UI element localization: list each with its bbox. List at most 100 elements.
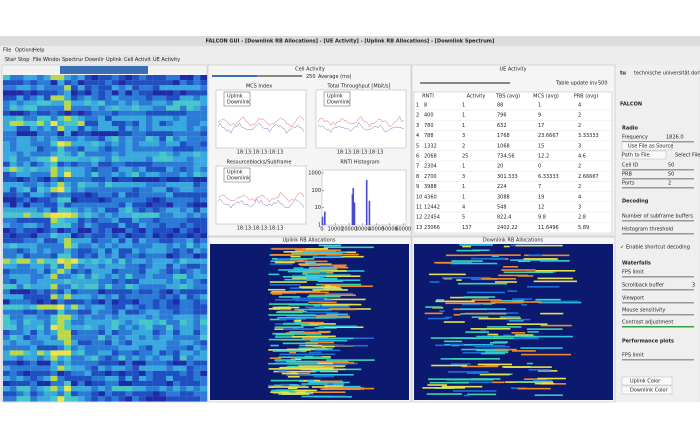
x-tick-label: 20000 — [341, 227, 357, 233]
row-number: 9 — [416, 184, 419, 190]
table-cell: 23066 — [424, 225, 440, 231]
toolbar-button[interactable] — [60, 55, 82, 63]
table-cell: 2 — [578, 123, 581, 129]
setting-label: Cell ID — [622, 163, 638, 169]
plot-title: Resourceblocks/Subframe — [227, 160, 292, 166]
value: 3 — [692, 283, 695, 289]
toolbar-button[interactable] — [31, 55, 59, 63]
slider[interactable] — [622, 169, 694, 171]
input[interactable] — [621, 150, 667, 160]
button[interactable] — [621, 376, 673, 386]
section-title: Radio — [622, 126, 639, 132]
table-cell: 4360 — [424, 194, 437, 200]
toolbar-button[interactable] — [3, 55, 15, 63]
slider[interactable] — [622, 314, 694, 316]
button: Use File as Source — [628, 144, 673, 150]
toolbar-label: File Windows — [33, 57, 66, 63]
table-cell: 796 — [497, 113, 507, 119]
table-cell: 224 — [497, 184, 507, 190]
column-header: MCS (avg) — [533, 94, 559, 100]
menu-item: Options — [15, 48, 35, 54]
slider[interactable] — [622, 141, 694, 143]
panel-title: Downlink RB Allocations — [483, 238, 544, 244]
table-cell: 1 — [462, 184, 465, 190]
table-cell: 2 — [578, 113, 581, 119]
waterfall — [268, 244, 375, 398]
x-tick-label: 10000 — [328, 227, 344, 233]
slider[interactable] — [622, 359, 694, 361]
legend-box — [323, 91, 351, 107]
y-tick-label: 1 — [318, 223, 321, 229]
plot-area — [321, 169, 407, 226]
table-cell: 3.33333 — [578, 133, 599, 139]
spectrum-heatmap — [3, 75, 208, 402]
toolbar-button[interactable] — [122, 55, 150, 63]
legend-entry: Uplink — [227, 94, 243, 100]
slider-track[interactable] — [420, 82, 510, 84]
table-cell: 23.6667 — [538, 133, 559, 139]
toolbar-button[interactable] — [151, 55, 175, 63]
slider[interactable] — [622, 276, 694, 278]
setting-label: Scrollback buffer — [622, 283, 665, 289]
setting-label: PRB — [622, 172, 632, 178]
slider[interactable] — [622, 233, 694, 235]
button: Uplink Color — [630, 379, 661, 385]
column-header: RNTI — [422, 94, 434, 100]
table-cell: 822.4 — [497, 215, 511, 221]
setting-label: Viewport — [622, 296, 644, 302]
title-bar — [0, 36, 700, 46]
row-number: 8 — [416, 174, 419, 180]
table-cell: 6.33333 — [538, 174, 559, 180]
row-number: 5 — [416, 143, 419, 149]
legend-entry: Downlink — [327, 100, 350, 106]
button[interactable] — [621, 141, 673, 151]
slider[interactable] — [622, 187, 694, 189]
average-value: 250 — [306, 74, 316, 80]
button[interactable] — [621, 385, 673, 395]
plot-title: Total Throughput [Mbit/s] — [327, 84, 391, 90]
table-cell: 15 — [538, 143, 544, 149]
toolbar-label: Stop — [18, 57, 29, 63]
setting-label: Histogram threshold — [622, 227, 673, 233]
table-cell: 1 — [462, 194, 465, 200]
table-cell: 3988 — [424, 184, 437, 190]
slider[interactable] — [622, 220, 694, 222]
logo: tu — [620, 71, 626, 77]
toolbar-button[interactable] — [16, 55, 30, 63]
table-cell: 1 — [462, 164, 465, 170]
update-value: 500 — [598, 81, 608, 87]
table-cell: 17 — [538, 123, 544, 129]
table-cell: 5 — [462, 215, 465, 221]
slider[interactable] — [622, 289, 694, 291]
column-header: Activity — [467, 94, 486, 100]
average-label: Average (ms) — [318, 74, 352, 80]
trace — [217, 191, 305, 203]
panel-title: UE Activity — [499, 67, 526, 73]
menu-item: Help — [33, 48, 44, 54]
row-number: 3 — [416, 123, 419, 129]
slider[interactable] — [622, 326, 694, 328]
legend-entry: Uplink — [227, 170, 243, 176]
table-cell: 22454 — [424, 215, 440, 221]
slider[interactable] — [622, 178, 694, 180]
toolbar-button[interactable] — [83, 55, 103, 63]
toolbar-label: Downlink — [85, 57, 108, 63]
update-label: Table update inv — [555, 81, 597, 87]
legend-entry: Uplink — [327, 94, 343, 100]
table-cell: 1 — [462, 123, 465, 129]
slider[interactable] — [622, 302, 694, 304]
bar — [368, 200, 371, 225]
toolbar-button[interactable] — [104, 55, 121, 63]
table-cell: 1068 — [497, 143, 510, 149]
time-axis-label: 18:13:18:13:18:13 — [237, 226, 284, 232]
table-cell: 9 — [538, 113, 541, 119]
table-cell: 3 — [578, 143, 581, 149]
row-number: 6 — [416, 154, 419, 160]
bar — [353, 202, 356, 225]
row-number: 12 — [416, 215, 422, 221]
table-cell: 2068 — [424, 154, 437, 160]
slider-fill[interactable] — [212, 75, 257, 77]
trace — [317, 115, 405, 128]
toolbar-label: UE Activity — [153, 57, 180, 63]
